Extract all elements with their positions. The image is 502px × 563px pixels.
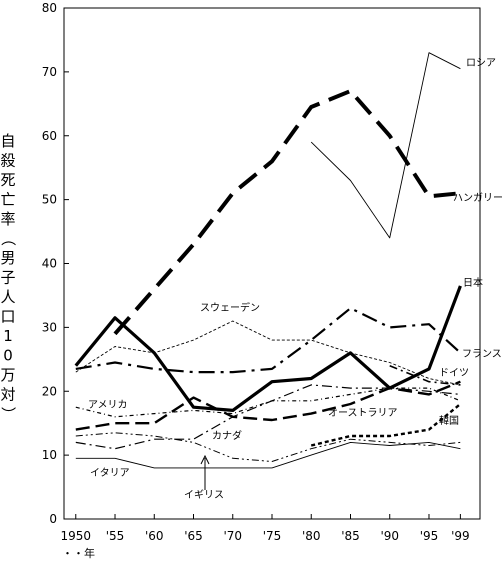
y-axis-ticks: 0 10 20 30 40 50 60 70 80 xyxy=(42,1,69,526)
y-axis-label-char: 亡 xyxy=(0,191,15,209)
britain-arrow-head xyxy=(200,454,210,465)
y-axis-label-char: （ xyxy=(0,231,17,246)
y-tick-label: 60 xyxy=(42,129,57,143)
series-line-10 xyxy=(75,432,461,462)
x-axis-unit: ・・年 xyxy=(62,546,95,560)
y-axis-label-char: 1 xyxy=(3,327,13,345)
y-tick-label: 40 xyxy=(42,257,57,271)
y-axis-label-char: ） xyxy=(0,406,17,421)
series-line-0 xyxy=(113,89,461,336)
series-line-6 xyxy=(75,380,461,431)
y-tick-label: 50 xyxy=(42,193,57,207)
x-tick-label: '80 xyxy=(302,529,321,543)
plot-border xyxy=(63,7,481,520)
series-label-11: イタリア xyxy=(90,467,130,479)
series-label-3: フランス xyxy=(462,348,502,360)
series-line-11 xyxy=(75,441,461,469)
y-tick-label: 0 xyxy=(49,512,57,526)
y-axis-label-char: 率 xyxy=(0,210,15,228)
x-tick-label: '90 xyxy=(380,529,399,543)
y-axis-label-char: 0 xyxy=(3,347,13,365)
series-label-5: ドイツ xyxy=(439,368,469,379)
plot-frame xyxy=(63,7,481,520)
series-label-10: イギリス xyxy=(184,489,224,501)
y-axis-label-char: 男 xyxy=(0,249,15,267)
x-tick-label: 1950 xyxy=(61,529,92,543)
series-label-9: 韓国 xyxy=(439,415,459,427)
series-line-3 xyxy=(75,307,462,374)
y-axis-label-char: 殺 xyxy=(0,152,15,170)
series-lines xyxy=(74,52,462,469)
series-label-4: スウェーデン xyxy=(200,301,260,314)
y-axis-label-char: 子 xyxy=(0,269,15,287)
x-tick-label: '60 xyxy=(145,529,164,543)
x-axis-ticks: 1950 '55 '60 '65 '70 '75 '80 '85 '90 '95 '99 xyxy=(61,514,470,543)
annotations xyxy=(200,454,210,490)
y-tick-label: 20 xyxy=(42,384,57,398)
y-axis-label-char: 万 xyxy=(0,366,15,384)
x-tick-label: '55 xyxy=(106,529,125,543)
y-axis-label-char: 人 xyxy=(0,288,15,306)
x-tick-label: '85 xyxy=(341,529,360,543)
series-line-8 xyxy=(75,384,461,450)
series-line-1 xyxy=(310,52,461,239)
y-axis-label-char: 死 xyxy=(0,171,15,189)
series-line-5 xyxy=(389,364,461,386)
y-tick-label: 30 xyxy=(42,320,57,334)
series-label-0: ハンガリー xyxy=(453,192,502,204)
y-tick-label: 10 xyxy=(42,448,57,462)
x-tick-label: '70 xyxy=(223,529,242,543)
y-axis-label-char: 口 xyxy=(0,308,15,326)
series-label-7: アメリカ xyxy=(88,399,128,411)
x-tick-label: '95 xyxy=(420,529,439,543)
series-label-6: オーストラリア xyxy=(328,407,398,419)
y-tick-label: 70 xyxy=(42,65,57,79)
x-tick-label: '65 xyxy=(184,529,203,543)
x-tick-label: '75 xyxy=(263,529,282,543)
series-line-4 xyxy=(75,320,461,386)
y-axis-label-char: 対 xyxy=(0,386,15,404)
y-tick-label: 80 xyxy=(42,1,57,15)
y-axis-label-char: 自 xyxy=(0,132,15,150)
x-tick-label: '99 xyxy=(451,529,470,543)
series-line-2 xyxy=(74,285,462,412)
series-label-2: 日本 xyxy=(463,276,483,289)
series-label-8: カナダ xyxy=(212,429,242,442)
series-label-1: ロシア xyxy=(466,58,496,69)
series-line-9 xyxy=(310,403,462,447)
